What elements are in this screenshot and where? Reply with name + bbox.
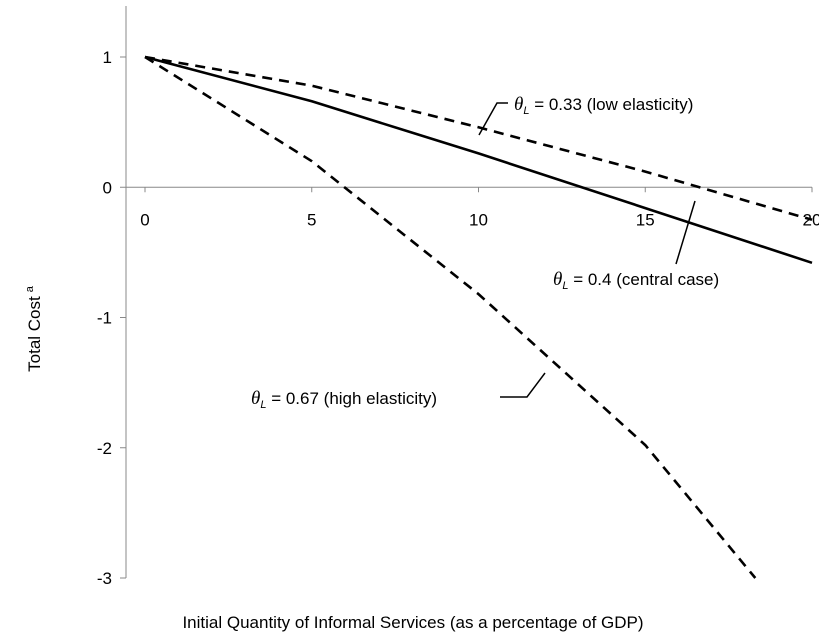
y-tick-label: -2: [97, 439, 112, 458]
y-tick-label: -3: [97, 569, 112, 588]
annotation-leader: [675, 200, 696, 265]
x-tick-label: 15: [636, 210, 655, 229]
y-tick-label: 0: [103, 178, 112, 197]
series-line-2: [144, 55, 757, 579]
series-line-0: [144, 55, 813, 222]
y-tick-label: -1: [97, 309, 112, 328]
y-axis-title-superscript: a: [24, 285, 36, 292]
y-tick-label: 1: [103, 48, 112, 67]
annotation-label: θL = 0.67 (high elasticity): [251, 388, 437, 411]
x-tick-label: 0: [140, 210, 149, 229]
x-axis-title: Initial Quantity of Informal Services (a…: [182, 613, 643, 632]
y-axis-title-text: Total Cost: [25, 296, 44, 372]
series-line-1: [144, 55, 813, 265]
annotation-label: θL = 0.33 (low elasticity): [514, 94, 693, 117]
annotation-label: θL = 0.4 (central case): [553, 269, 719, 292]
annotation-layer: θL = 0.33 (low elasticity) θL = 0.4 (cent…: [251, 94, 719, 411]
annotation-leader: [500, 372, 546, 398]
y-axis-title: Total Cost a: [24, 285, 44, 372]
x-tick-label: 10: [469, 210, 488, 229]
annotation-leader: [478, 102, 508, 136]
x-tick-label: 5: [307, 210, 316, 229]
series-layer: [144, 55, 813, 579]
